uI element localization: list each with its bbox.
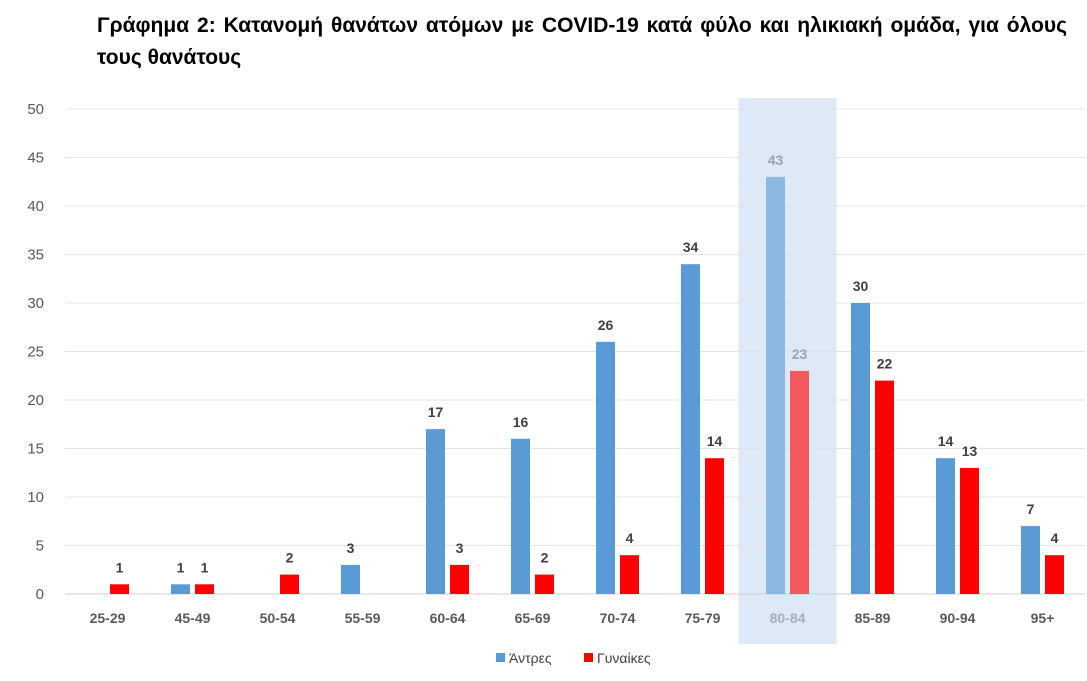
data-label: 13 [962,443,978,459]
data-label: 17 [428,404,444,420]
data-label: 34 [683,239,699,255]
y-tick-label: 40 [27,198,44,215]
legend-swatch [496,653,505,662]
bar-men [596,341,615,594]
y-tick-label: 20 [27,392,44,409]
x-tick-label: 90-94 [940,610,976,626]
bar-women [960,467,979,594]
y-tick-label: 0 [36,586,44,603]
bar-men [341,564,360,594]
x-tick-label: 55-59 [345,610,381,626]
bar-men [511,438,530,594]
x-tick-label: 75-79 [685,610,721,626]
bar-women [195,584,214,594]
data-label: 3 [456,540,464,556]
legend-label: Γυναίκες [597,650,651,666]
x-tick-label: 50-54 [260,610,296,626]
x-tick-label: 80-84 [770,610,806,626]
data-label: 14 [938,433,954,449]
bar-men [936,458,955,594]
x-tick-label: 70-74 [600,610,636,626]
bar-women [450,564,469,594]
bar-men [766,176,785,594]
bar-women [535,574,554,594]
data-label: 1 [116,559,124,575]
data-label: 2 [286,550,294,566]
data-label: 23 [792,346,808,362]
bar-women [110,584,129,594]
data-label: 7 [1027,501,1035,517]
data-label: 2 [541,550,549,566]
bar-women [1045,555,1064,594]
highlight-band [738,98,837,644]
y-tick-label: 50 [27,101,44,118]
x-tick-label: 25-29 [90,610,126,626]
y-tick-label: 30 [27,295,44,312]
bar-women [280,574,299,594]
data-label: 1 [201,559,209,575]
data-label: 1 [177,559,185,575]
data-label: 16 [513,414,529,430]
data-label: 22 [877,356,893,372]
legend-swatch [584,653,593,662]
bar-men [1021,526,1040,594]
x-tick-label: 45-49 [175,610,211,626]
chart-title: Γράφημα 2: Κατανομή θανάτων ατόμων με CO… [97,14,1067,69]
bar-men [851,303,870,594]
data-label: 30 [853,278,869,294]
y-tick-label: 35 [27,247,44,264]
data-label: 3 [347,540,355,556]
legend-label: Άντρες [509,650,552,666]
y-tick-label: 15 [27,441,44,458]
data-label: 43 [768,152,784,168]
y-tick-label: 10 [27,489,44,506]
x-tick-label: 95+ [1031,610,1055,626]
data-label: 4 [626,530,634,546]
bar-women [620,555,639,594]
data-label: 26 [598,317,614,333]
y-tick-label: 45 [27,150,44,167]
data-label: 4 [1051,530,1059,546]
y-tick-label: 5 [36,538,44,555]
x-tick-label: 60-64 [430,610,466,626]
x-tick-label: 85-89 [855,610,891,626]
y-tick-label: 25 [27,344,44,361]
bar-men [171,584,190,594]
bar-women [790,370,809,594]
bar-men [681,264,700,594]
data-label: 14 [707,433,723,449]
bar-women [705,458,724,594]
x-tick-label: 65-69 [515,610,551,626]
bar-women [875,380,894,594]
bar-men [426,429,445,594]
